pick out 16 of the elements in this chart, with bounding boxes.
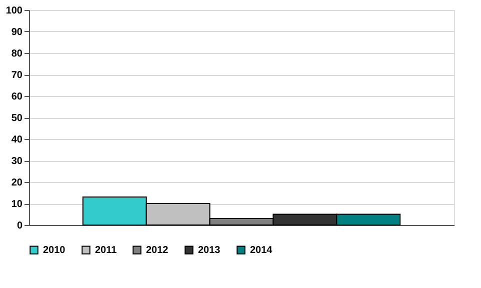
y-tick-label: 20 (11, 178, 23, 188)
y-tick-label: 50 (11, 113, 23, 124)
y-tick-label: 80 (11, 48, 23, 60)
y-tick-label: 70 (11, 70, 23, 81)
y-tick-label: 40 (11, 134, 23, 146)
legend-label: 2014 (250, 245, 273, 256)
y-tick-label: 10 (11, 199, 23, 210)
y-tick-label: 60 (11, 92, 23, 102)
legend-label: 2013 (198, 245, 221, 256)
y-tick-label: 0 (16, 220, 23, 232)
y-tick-label: 100 (6, 6, 23, 16)
y-tick-label: 90 (11, 27, 23, 38)
legend-label: 2010 (43, 245, 66, 256)
legend-label: 2012 (146, 245, 169, 256)
legend-label: 2011 (95, 245, 118, 256)
y-tick-label: 30 (11, 156, 23, 167)
